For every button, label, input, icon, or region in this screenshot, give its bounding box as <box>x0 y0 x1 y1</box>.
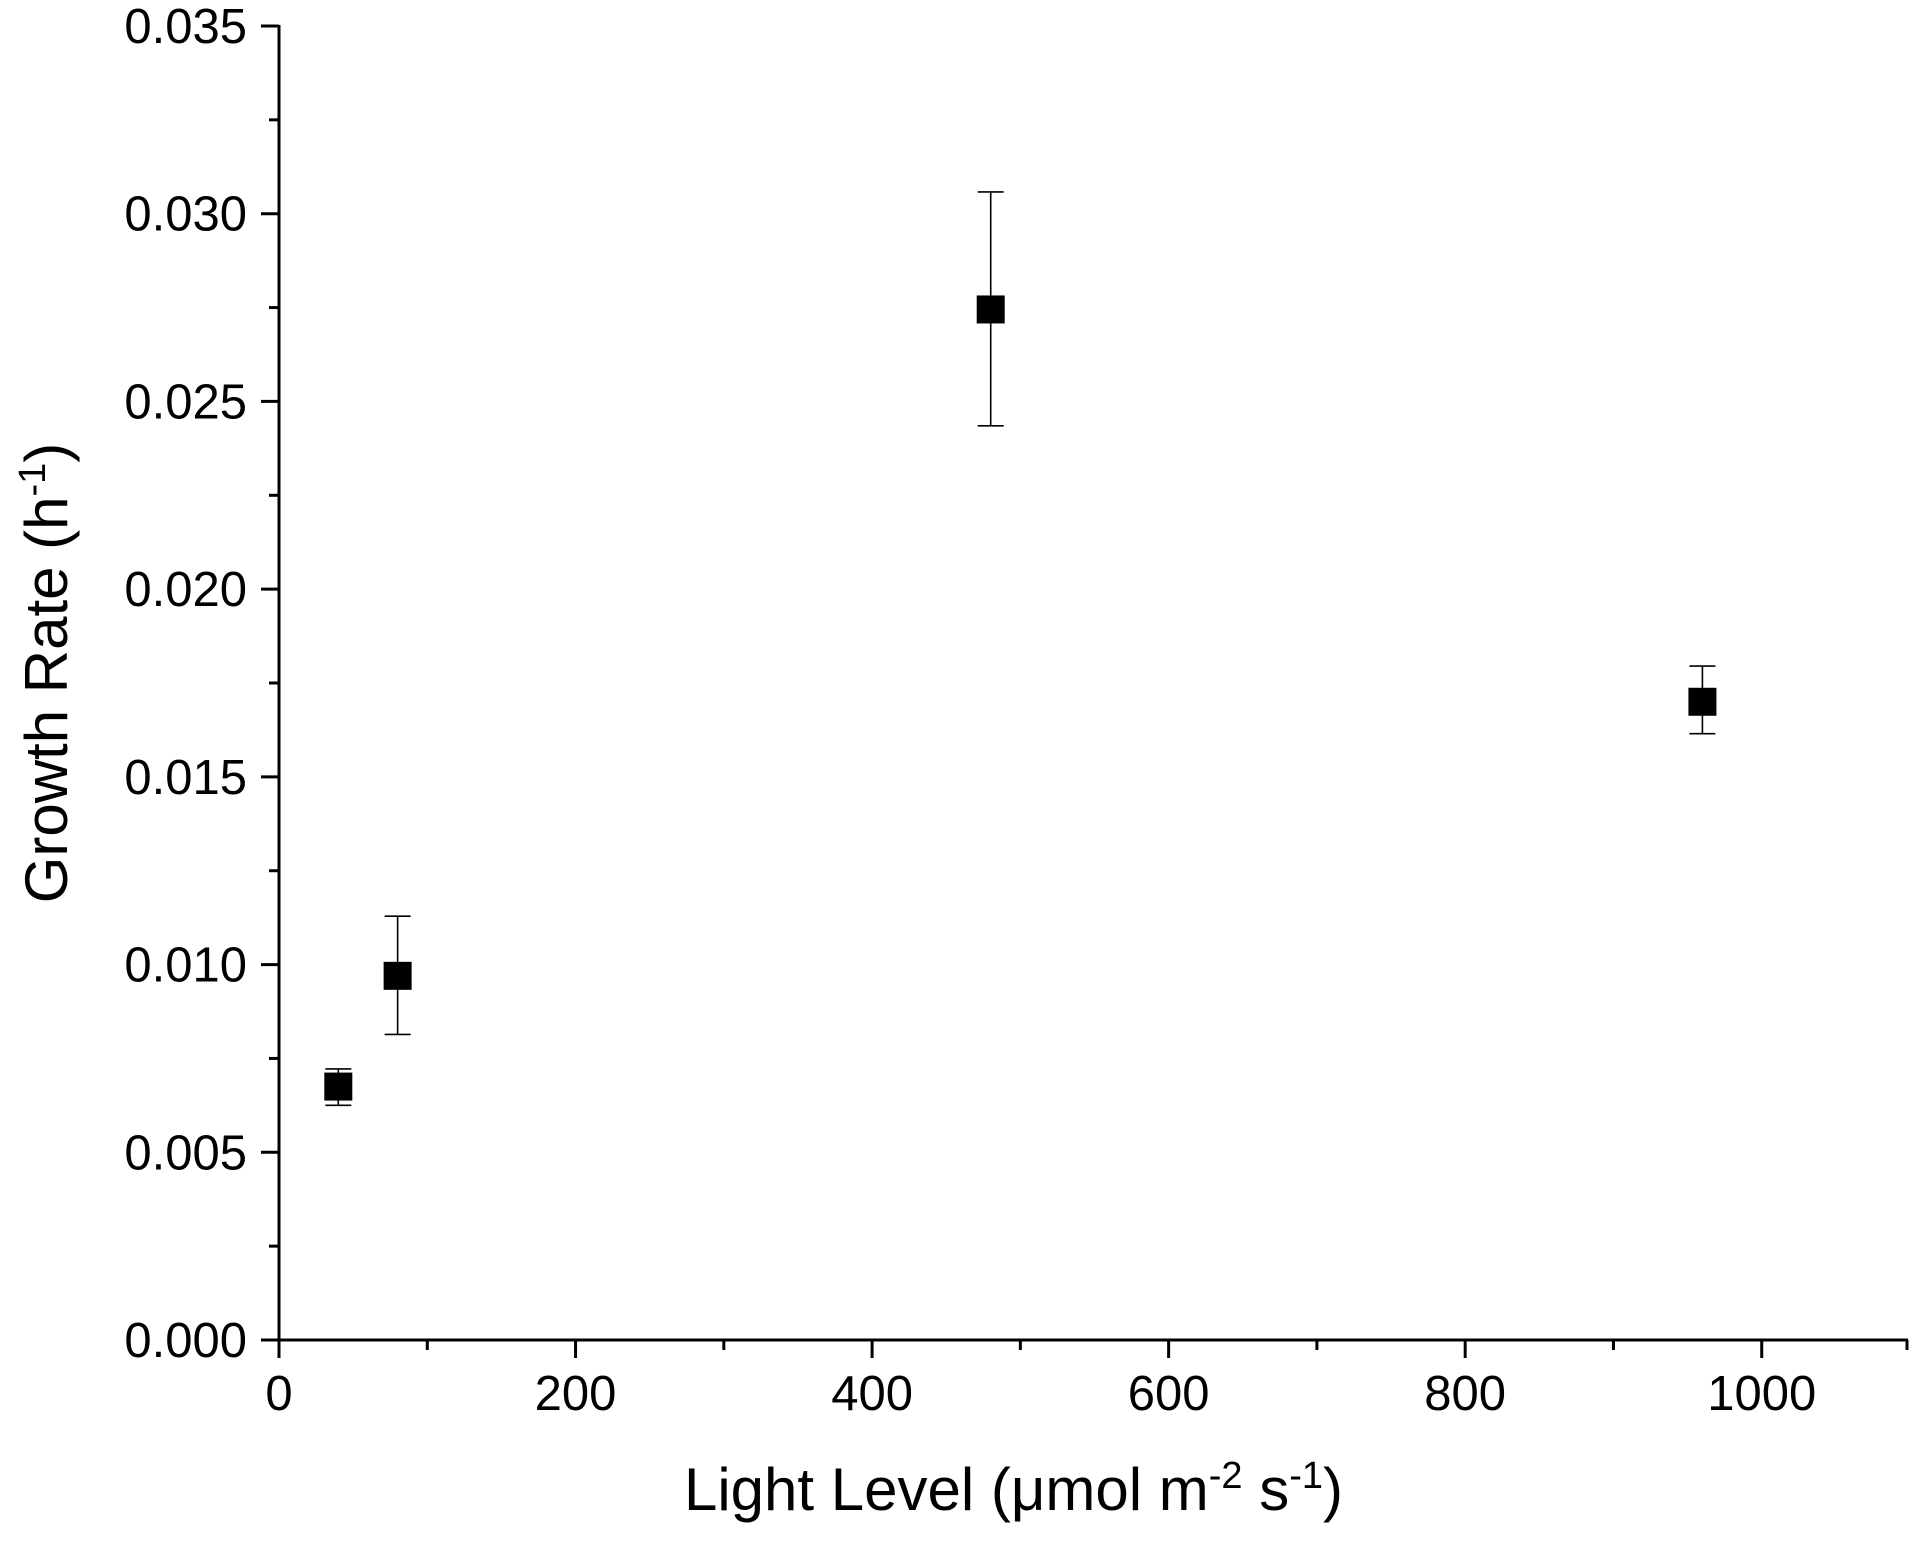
x-axis-label-mid: s <box>1243 1456 1290 1523</box>
x-tick-label: 200 <box>535 1367 617 1421</box>
x-tick-label: 600 <box>1128 1367 1210 1421</box>
y-axis-label-main: Growth Rate (h <box>13 496 80 903</box>
square-marker <box>1688 687 1717 716</box>
y-tick-label: 0.025 <box>124 375 247 429</box>
x-axis-label-main: Light Level (μmol m <box>684 1456 1209 1523</box>
data-points <box>324 191 1717 1107</box>
x-tick-label: 800 <box>1424 1367 1506 1421</box>
x-tick-label: 1000 <box>1707 1367 1816 1421</box>
y-tick-label: 0.000 <box>124 1314 247 1368</box>
x-axis-label-sup1: -2 <box>1209 1455 1243 1497</box>
y-tick-label: 0.035 <box>124 0 247 54</box>
y-tick-label: 0.020 <box>124 563 247 617</box>
y-axis-label-end: ) <box>13 443 80 463</box>
x-tick-label: 0 <box>265 1367 292 1421</box>
data-point <box>1688 665 1717 735</box>
x-axis-label-end: ) <box>1323 1456 1343 1523</box>
square-marker <box>976 295 1005 324</box>
y-tick-label: 0.015 <box>124 751 247 805</box>
y-axis-label: Growth Rate (h-1) <box>12 443 80 904</box>
x-axis-label-sup2: -1 <box>1289 1455 1323 1497</box>
y-tick-label: 0.010 <box>124 939 247 993</box>
axes <box>277 25 1908 1342</box>
y-axis-label-sup: -1 <box>12 463 54 497</box>
y-tick-label: 0.030 <box>124 188 247 242</box>
y-tick-label: 0.005 <box>124 1126 247 1180</box>
x-tick-label: 400 <box>831 1367 913 1421</box>
data-point <box>383 915 412 1036</box>
data-point <box>976 191 1005 427</box>
ticks: 0 200 400 600 800 1000 0.000 0.005 0.010 0.015 0.0… <box>124 0 1909 1421</box>
data-point <box>324 1068 353 1107</box>
x-axis-label: Light Level (μmol m-2 s-1) <box>684 1455 1343 1523</box>
square-marker <box>324 1072 353 1101</box>
square-marker <box>383 961 412 990</box>
